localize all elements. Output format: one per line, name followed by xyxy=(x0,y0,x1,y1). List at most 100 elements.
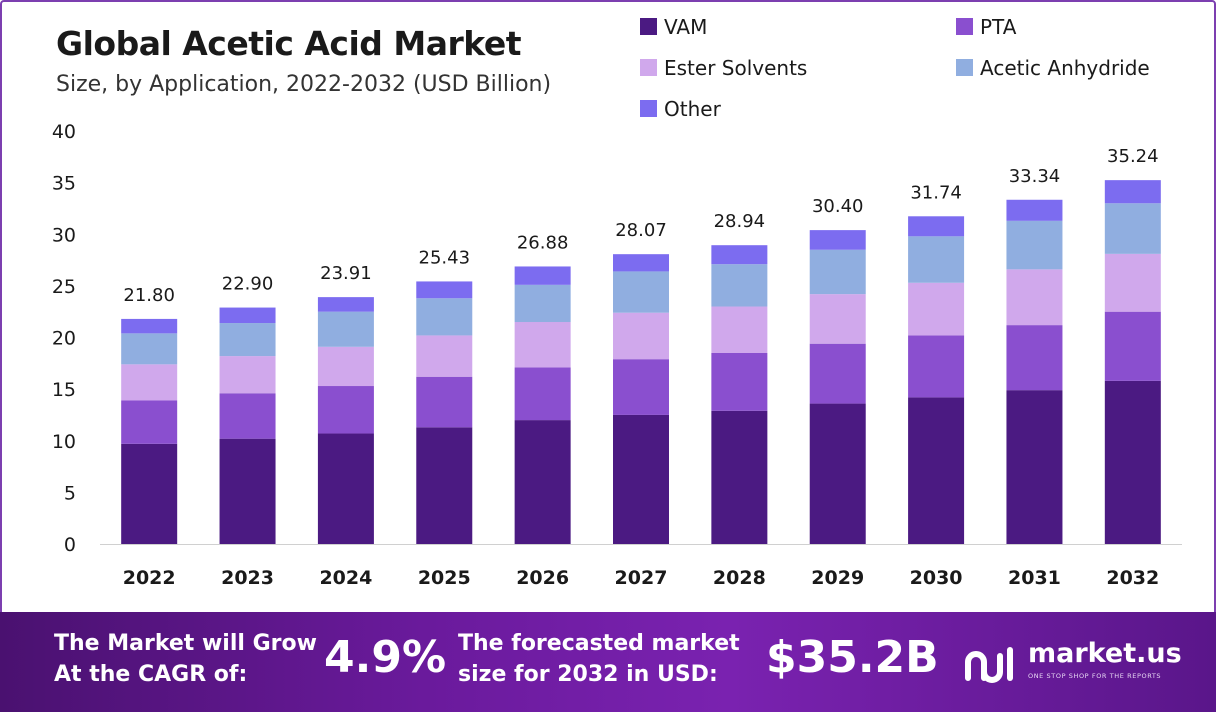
legend-label: VAM xyxy=(664,15,707,39)
bar-segment-other xyxy=(416,281,473,299)
brand-tagline: ONE STOP SHOP FOR THE REPORTS xyxy=(1028,672,1162,680)
legend-swatch xyxy=(640,59,657,76)
chart-title: Global Acetic Acid Market xyxy=(56,24,522,63)
y-tick-label: 30 xyxy=(52,224,76,246)
legend-label: Ester Solvents xyxy=(664,56,807,80)
bar-segment-acetic-anhydride xyxy=(809,249,866,295)
total-data-label: 31.74 xyxy=(910,182,962,203)
x-tick-label: 2030 xyxy=(910,567,963,589)
bar-segment-acetic-anhydride xyxy=(317,311,374,347)
bar-segment-acetic-anhydride xyxy=(1006,220,1063,270)
cagr-value: 4.9% xyxy=(324,632,447,683)
y-tick-label: 15 xyxy=(52,379,76,401)
bar-segment-vam xyxy=(1104,380,1161,544)
total-data-label: 30.40 xyxy=(812,196,864,217)
total-data-label: 21.80 xyxy=(123,285,175,306)
bar-segment-pta xyxy=(809,343,866,404)
bar-segment-acetic-anhydride xyxy=(219,323,276,357)
x-tick-label: 2022 xyxy=(123,567,176,589)
x-tick-label: 2029 xyxy=(811,567,864,589)
y-tick-label: 35 xyxy=(52,173,76,195)
bar-segment-ester-solvents xyxy=(514,322,571,368)
chart-subtitle: Size, by Application, 2022-2032 (USD Bil… xyxy=(56,72,552,97)
x-tick-label: 2026 xyxy=(516,567,569,589)
bar-segment-pta xyxy=(1006,325,1063,391)
bar-segment-ester-solvents xyxy=(711,306,768,353)
legend-label: PTA xyxy=(980,15,1017,39)
bar-segment-vam xyxy=(613,414,669,544)
y-tick-label: 5 xyxy=(64,482,76,504)
bar-segment-pta xyxy=(711,352,768,411)
bar-segment-acetic-anhydride xyxy=(613,271,669,313)
x-tick-label: 2032 xyxy=(1106,567,1159,589)
bar-segment-other xyxy=(711,245,768,265)
bar-segment-pta xyxy=(514,367,571,421)
bar-segment-ester-solvents xyxy=(121,364,178,401)
total-data-label: 35.24 xyxy=(1107,146,1159,167)
legend-label: Acetic Anhydride xyxy=(980,56,1150,80)
bar-segment-other xyxy=(121,318,178,334)
legend-swatch xyxy=(640,100,657,117)
y-tick-label: 0 xyxy=(64,534,76,556)
total-data-label: 22.90 xyxy=(222,274,274,295)
bar-segment-pta xyxy=(317,386,374,434)
legend-swatch xyxy=(956,59,973,76)
bar-segment-other xyxy=(908,216,965,237)
total-data-label: 25.43 xyxy=(419,247,471,268)
bar-segment-other xyxy=(219,307,276,324)
bar-segment-vam xyxy=(1006,390,1063,544)
forecast-caption-line2: size for 2032 in USD: xyxy=(458,662,718,687)
bar-segment-pta xyxy=(908,335,965,398)
bar-segment-acetic-anhydride xyxy=(416,298,473,336)
bar-segment-acetic-anhydride xyxy=(908,236,965,283)
bar-segment-other xyxy=(317,297,374,312)
bar-segment-acetic-anhydride xyxy=(514,284,571,323)
bar-segment-pta xyxy=(416,376,473,428)
bar-segment-ester-solvents xyxy=(1104,253,1161,312)
x-tick-label: 2027 xyxy=(615,567,668,589)
x-tick-label: 2025 xyxy=(418,567,471,589)
bar-segment-ester-solvents xyxy=(613,312,669,360)
total-data-label: 28.94 xyxy=(714,211,766,232)
total-data-label: 33.34 xyxy=(1009,166,1061,187)
cagr-caption-line1: The Market will Grow xyxy=(54,631,317,656)
y-tick-label: 10 xyxy=(52,431,76,453)
bar-segment-other xyxy=(514,266,571,285)
bar-segment-ester-solvents xyxy=(1006,269,1063,326)
total-data-label: 26.88 xyxy=(517,232,569,253)
bar-segment-vam xyxy=(809,403,866,544)
bar-segment-pta xyxy=(219,393,276,439)
bar-segment-ester-solvents xyxy=(317,346,374,387)
bar-segment-vam xyxy=(514,420,571,544)
bar-segment-other xyxy=(613,254,669,272)
cagr-caption-line2: At the CAGR of: xyxy=(54,662,248,687)
bar-segment-vam xyxy=(711,410,768,544)
bar-segment-pta xyxy=(1104,311,1161,381)
legend-label: Other xyxy=(664,97,722,121)
legend-swatch xyxy=(956,18,973,35)
bar-segment-pta xyxy=(121,400,178,444)
bar-segment-acetic-anhydride xyxy=(711,264,768,307)
bar-segment-acetic-anhydride xyxy=(121,333,178,365)
total-data-label: 23.91 xyxy=(320,263,372,284)
y-tick-label: 25 xyxy=(52,276,76,298)
forecast-value: $35.2B xyxy=(766,632,939,683)
y-tick-label: 40 xyxy=(52,121,76,143)
bar-segment-ester-solvents xyxy=(908,282,965,336)
legend-swatch xyxy=(640,18,657,35)
bar-segment-vam xyxy=(416,427,473,544)
bar-segment-acetic-anhydride xyxy=(1104,203,1161,254)
x-tick-label: 2028 xyxy=(713,567,766,589)
bar-segment-vam xyxy=(219,438,276,544)
forecast-caption-line1: The forecasted market xyxy=(458,631,740,656)
bar-segment-other xyxy=(1104,180,1161,204)
stacked-bar-chart: 0 5 10 15 2025 30 35 40 21.80 2022 22.90 2023 23.91 2… xyxy=(52,15,1182,589)
market-us-logo-icon xyxy=(965,647,1013,683)
bar-segment-ester-solvents xyxy=(219,356,276,394)
bar-segment-vam xyxy=(317,433,374,544)
summary-banner: The Market will Grow At the CAGR of: 4.9… xyxy=(0,612,1216,712)
bar-segment-vam xyxy=(908,397,965,544)
x-tick-label: 2023 xyxy=(221,567,274,589)
bar-segment-other xyxy=(809,230,866,250)
brand-name: market.us xyxy=(1028,638,1182,669)
